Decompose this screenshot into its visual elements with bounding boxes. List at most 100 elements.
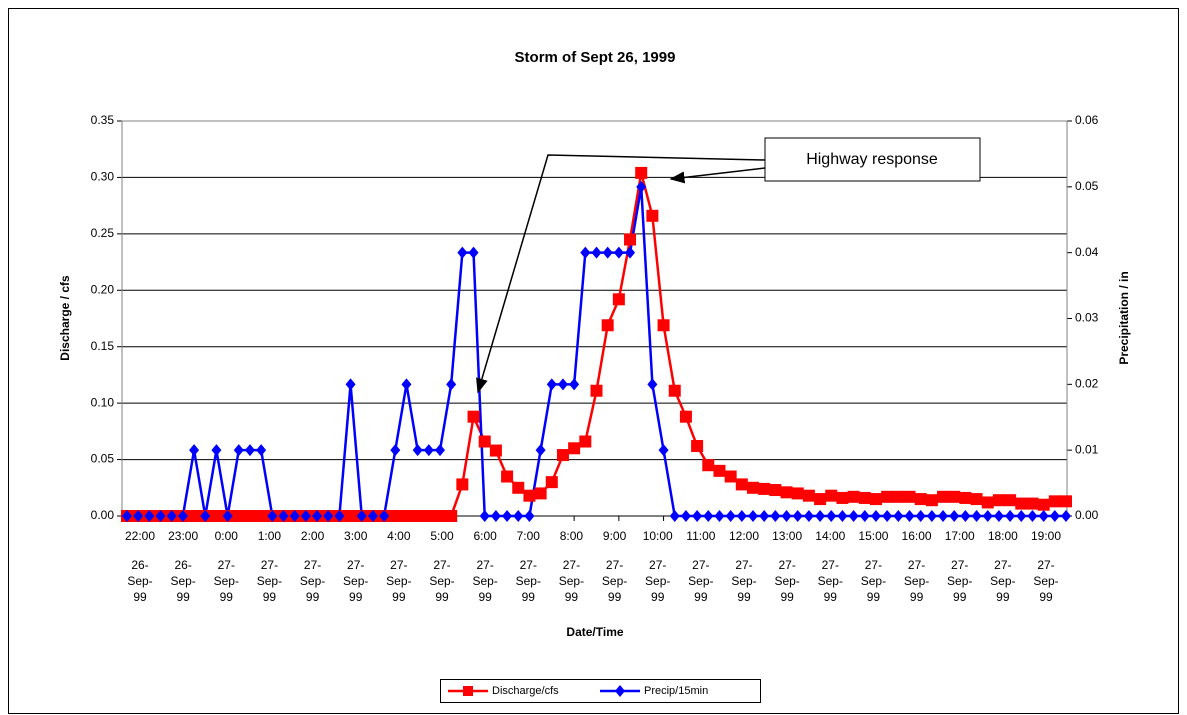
x-date-label: 27-Sep-99	[214, 558, 239, 604]
marker	[713, 464, 726, 477]
x-tick-label: 8:00	[560, 529, 584, 543]
marker	[1004, 494, 1017, 507]
y2-tick-label: 0.03	[1075, 311, 1099, 325]
marker	[691, 440, 704, 453]
x-date-label: 27-Sep-99	[257, 558, 282, 604]
marker	[826, 510, 837, 522]
marker	[523, 489, 536, 502]
marker	[256, 444, 267, 457]
x-date-label: 27-Sep-99	[1033, 558, 1058, 604]
marker	[591, 246, 602, 259]
marker	[568, 442, 581, 455]
y2-tick-label: 0.02	[1075, 377, 1099, 391]
marker	[557, 378, 568, 391]
x-date-label: 27-Sep-99	[343, 558, 368, 604]
marker	[1061, 510, 1071, 522]
marker	[647, 378, 658, 391]
marker	[802, 489, 815, 502]
y-tick-label: 0.30	[91, 170, 115, 184]
marker	[858, 491, 871, 504]
marker	[545, 476, 558, 489]
marker	[859, 510, 870, 522]
marker	[278, 510, 289, 522]
marker	[658, 444, 669, 457]
marker	[467, 410, 480, 423]
marker	[759, 510, 770, 522]
x-tick-label: 13:00	[772, 529, 802, 543]
marker	[1060, 495, 1072, 508]
marker	[590, 384, 603, 397]
marker	[232, 510, 245, 522]
marker	[200, 510, 211, 522]
marker	[334, 510, 345, 522]
marker	[601, 319, 614, 332]
marker	[189, 444, 200, 457]
marker	[914, 493, 927, 506]
x-tick-label: 22:00	[125, 529, 155, 543]
y2-tick-label: 0.00	[1075, 508, 1099, 522]
marker	[870, 510, 881, 522]
marker	[937, 490, 950, 503]
x-date-label: 27-Sep-99	[990, 558, 1015, 604]
marker	[748, 510, 758, 522]
marker	[892, 490, 905, 503]
marker	[869, 493, 882, 506]
marker	[122, 510, 132, 522]
x-date-label: 27-Sep-99	[947, 558, 972, 604]
legend-marker	[463, 686, 473, 696]
y-axis-title: Discharge / cfs	[58, 275, 72, 361]
marker	[625, 246, 636, 259]
marker	[155, 510, 166, 522]
marker	[904, 510, 915, 522]
marker	[401, 378, 412, 391]
marker	[412, 444, 423, 457]
marker	[792, 510, 803, 522]
annotation-arrow	[476, 154, 766, 394]
marker	[579, 435, 592, 448]
x-date-label: 27-Sep-99	[688, 558, 713, 604]
marker	[960, 510, 971, 522]
marker	[814, 493, 827, 506]
x-tick-label: 2:00	[301, 529, 325, 543]
marker	[133, 510, 144, 522]
x-date-label: 27-Sep-99	[429, 558, 454, 604]
y2-tick-label: 0.04	[1075, 245, 1099, 259]
marker	[177, 510, 188, 522]
marker	[680, 510, 691, 522]
x-axis-title: Date/Time	[566, 625, 623, 639]
marker	[724, 470, 737, 483]
marker	[925, 494, 938, 507]
marker	[457, 246, 468, 259]
marker	[379, 510, 390, 522]
x-date-label: 27-Sep-99	[861, 558, 886, 604]
marker	[836, 491, 849, 504]
marker	[345, 378, 356, 391]
marker	[210, 510, 223, 522]
marker	[613, 246, 624, 259]
x-tick-label: 5:00	[430, 529, 454, 543]
y-tick-label: 0.25	[91, 226, 115, 240]
marker	[736, 510, 747, 522]
marker	[725, 510, 736, 522]
marker	[780, 486, 793, 499]
x-date-label: 27-Sep-99	[602, 558, 627, 604]
marker	[903, 490, 916, 503]
marker	[602, 246, 613, 259]
x-tick-label: 12:00	[729, 529, 759, 543]
marker	[1048, 495, 1061, 508]
marker	[971, 510, 982, 522]
marker	[668, 384, 681, 397]
marker	[423, 444, 434, 457]
marker	[524, 510, 535, 522]
marker	[255, 510, 268, 522]
marker	[949, 510, 960, 522]
marker	[758, 482, 771, 495]
x-tick-label: 10:00	[643, 529, 673, 543]
marker	[400, 510, 413, 522]
marker	[1038, 510, 1049, 522]
x-date-label: 27-Sep-99	[818, 558, 843, 604]
marker	[243, 510, 256, 522]
marker	[535, 444, 546, 457]
marker	[211, 444, 222, 457]
marker	[422, 510, 435, 522]
